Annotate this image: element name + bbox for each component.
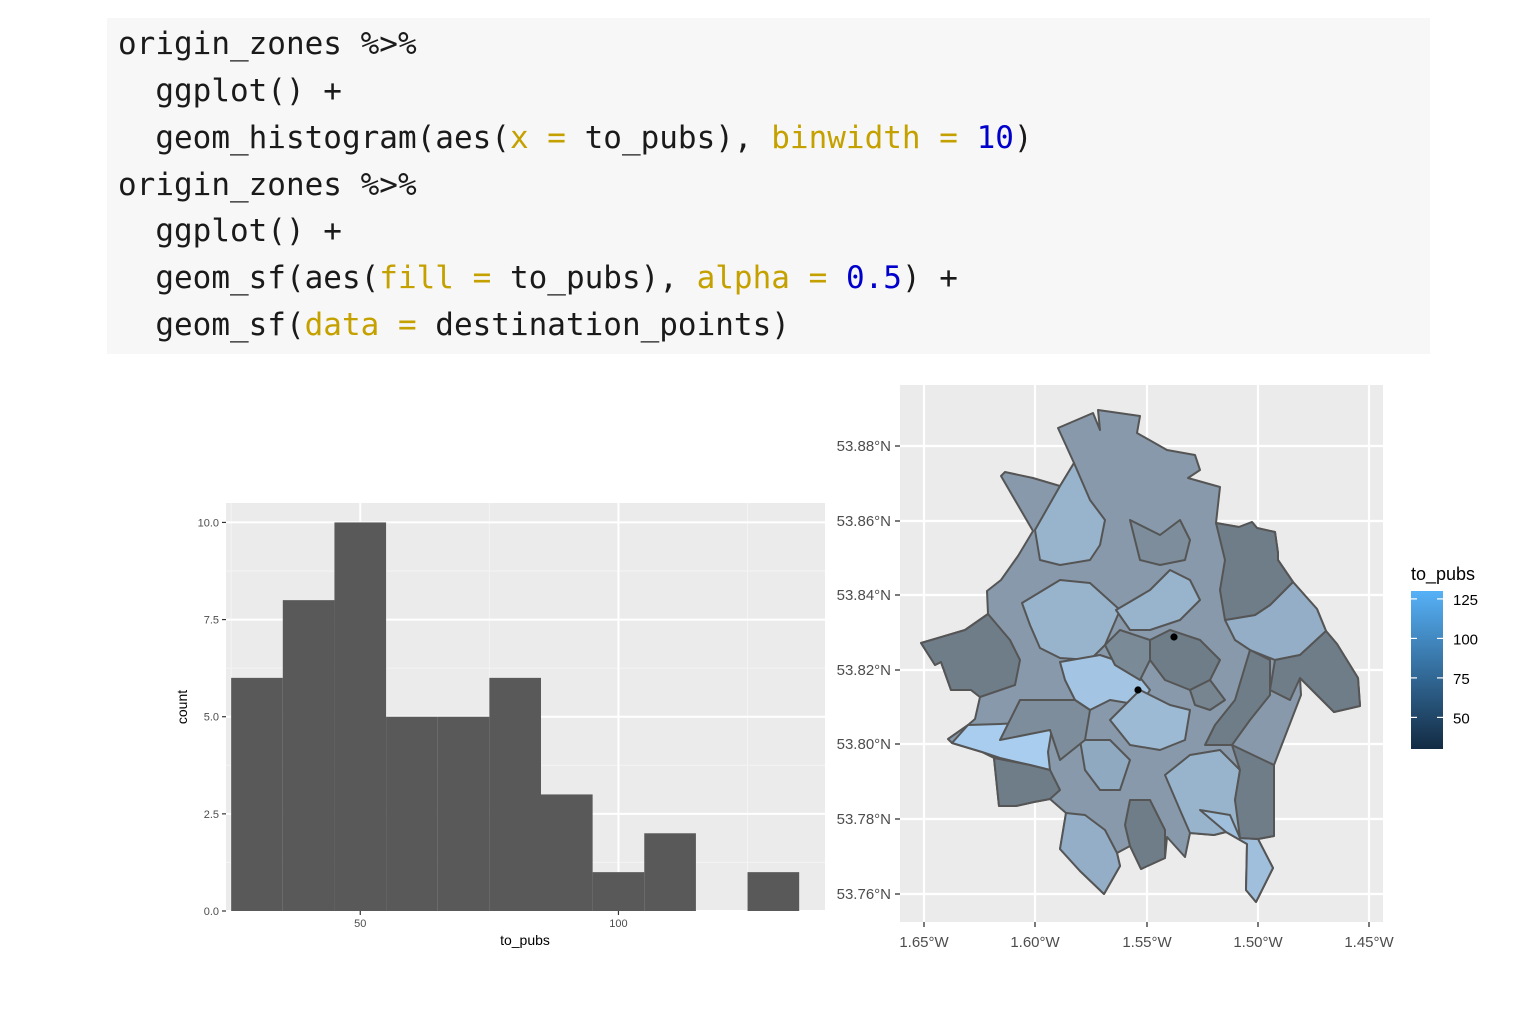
y-tick-label: 53.82°N <box>837 662 891 679</box>
y-tick-label: 53.78°N <box>837 811 891 828</box>
destination-point <box>1134 686 1141 693</box>
x-tick-label: 1.65°W <box>899 934 949 951</box>
legend-tick-label: 75 <box>1453 671 1470 688</box>
x-tick-label: 1.45°W <box>1344 934 1394 951</box>
legend-title: to_pubs <box>1411 564 1475 585</box>
x-tick-label: 1.55°W <box>1122 934 1172 951</box>
legend-colorbar <box>1411 591 1443 749</box>
y-tick-label: 53.86°N <box>837 513 891 530</box>
x-tick-label: 1.60°W <box>1010 934 1060 951</box>
legend-tick-label: 50 <box>1453 710 1470 727</box>
y-tick-label: 53.76°N <box>837 886 891 903</box>
y-tick-label: 53.84°N <box>837 587 891 604</box>
legend-tick-label: 100 <box>1453 631 1478 648</box>
x-tick-label: 1.50°W <box>1233 934 1283 951</box>
y-tick-label: 53.88°N <box>837 438 891 455</box>
y-tick-label: 53.80°N <box>837 736 891 753</box>
legend-tick-label: 125 <box>1453 592 1478 609</box>
destination-point <box>1170 633 1177 640</box>
